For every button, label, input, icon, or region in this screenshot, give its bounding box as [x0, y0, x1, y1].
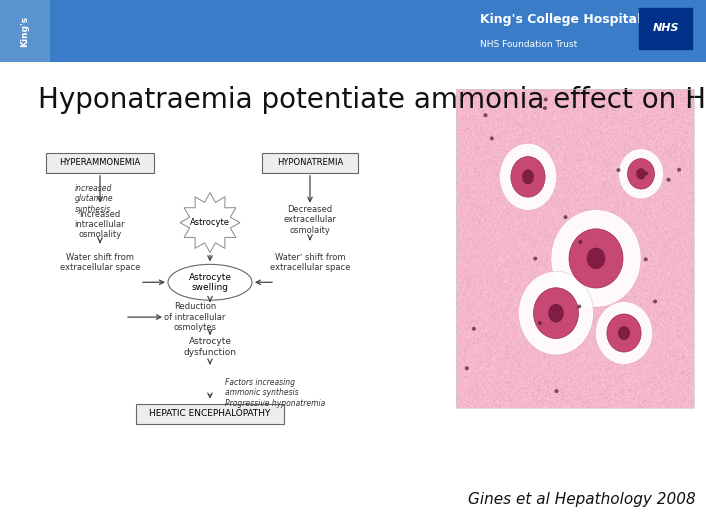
Bar	[136, 404, 284, 424]
Bar	[262, 153, 358, 173]
Ellipse shape	[653, 299, 657, 304]
Ellipse shape	[677, 168, 681, 172]
Text: Astrocyte
swelling: Astrocyte swelling	[189, 272, 232, 292]
Ellipse shape	[563, 215, 568, 219]
Text: HEPATIC ENCEPHALOPATHY: HEPATIC ENCEPHALOPATHY	[149, 409, 270, 418]
Text: Astrocyte
dysfunction: Astrocyte dysfunction	[184, 338, 237, 357]
Ellipse shape	[543, 106, 547, 110]
Ellipse shape	[628, 159, 654, 189]
Bar	[0, 0, 49, 62]
Ellipse shape	[518, 271, 594, 355]
Ellipse shape	[465, 366, 469, 370]
Ellipse shape	[533, 257, 537, 261]
Text: Water shift from
extracellular space: Water shift from extracellular space	[60, 253, 140, 272]
Text: Decreased
extracellular
osmolaity: Decreased extracellular osmolaity	[284, 205, 337, 234]
Text: HYPONATREMIA: HYPONATREMIA	[277, 158, 343, 167]
Ellipse shape	[618, 326, 630, 340]
Ellipse shape	[472, 327, 476, 331]
Bar	[46, 153, 154, 173]
Bar	[639, 8, 692, 49]
Ellipse shape	[644, 257, 647, 261]
Ellipse shape	[644, 171, 648, 175]
Ellipse shape	[618, 149, 664, 199]
Ellipse shape	[549, 304, 563, 322]
Text: Gines et al Hepathology 2008: Gines et al Hepathology 2008	[468, 492, 696, 507]
Ellipse shape	[544, 97, 548, 102]
Polygon shape	[180, 193, 240, 252]
Bar	[456, 89, 694, 408]
Text: NHS: NHS	[652, 23, 679, 33]
Ellipse shape	[484, 113, 488, 117]
Ellipse shape	[538, 321, 542, 325]
Ellipse shape	[551, 209, 641, 307]
Text: King's College Hospital: King's College Hospital	[480, 13, 641, 26]
Text: Hyponatraemia potentiate ammonia effect on HE: Hyponatraemia potentiate ammonia effect …	[38, 86, 706, 114]
Text: increased
glutamine
synthesis: increased glutamine synthesis	[75, 184, 114, 214]
Ellipse shape	[616, 168, 621, 172]
Ellipse shape	[500, 143, 556, 210]
Text: Astrocyte: Astrocyte	[190, 218, 230, 227]
Ellipse shape	[666, 178, 671, 182]
Text: NHS Foundation Trust: NHS Foundation Trust	[480, 40, 578, 49]
Text: Waterʼ shift from
extracellular space: Waterʼ shift from extracellular space	[270, 253, 350, 272]
Ellipse shape	[569, 229, 623, 288]
Text: King's: King's	[20, 16, 29, 47]
Ellipse shape	[522, 170, 534, 184]
Ellipse shape	[534, 288, 578, 339]
Text: Reduction
of intracellular
osmolytes: Reduction of intracellular osmolytes	[164, 302, 226, 332]
Text: Increased
intracellular
osmolality: Increased intracellular osmolality	[75, 209, 125, 240]
Ellipse shape	[554, 389, 558, 393]
Ellipse shape	[587, 248, 605, 269]
Ellipse shape	[607, 314, 641, 352]
Ellipse shape	[168, 264, 252, 300]
Ellipse shape	[511, 157, 545, 197]
Ellipse shape	[578, 305, 581, 308]
Text: Factors increasing
ammonic synthesis
Progressive hyponatremia: Factors increasing ammonic synthesis Pro…	[225, 378, 325, 407]
Text: HYPERAMMONEMIA: HYPERAMMONEMIA	[59, 158, 140, 167]
Ellipse shape	[490, 136, 493, 140]
Ellipse shape	[595, 302, 652, 364]
Ellipse shape	[578, 240, 582, 244]
Ellipse shape	[637, 168, 645, 179]
